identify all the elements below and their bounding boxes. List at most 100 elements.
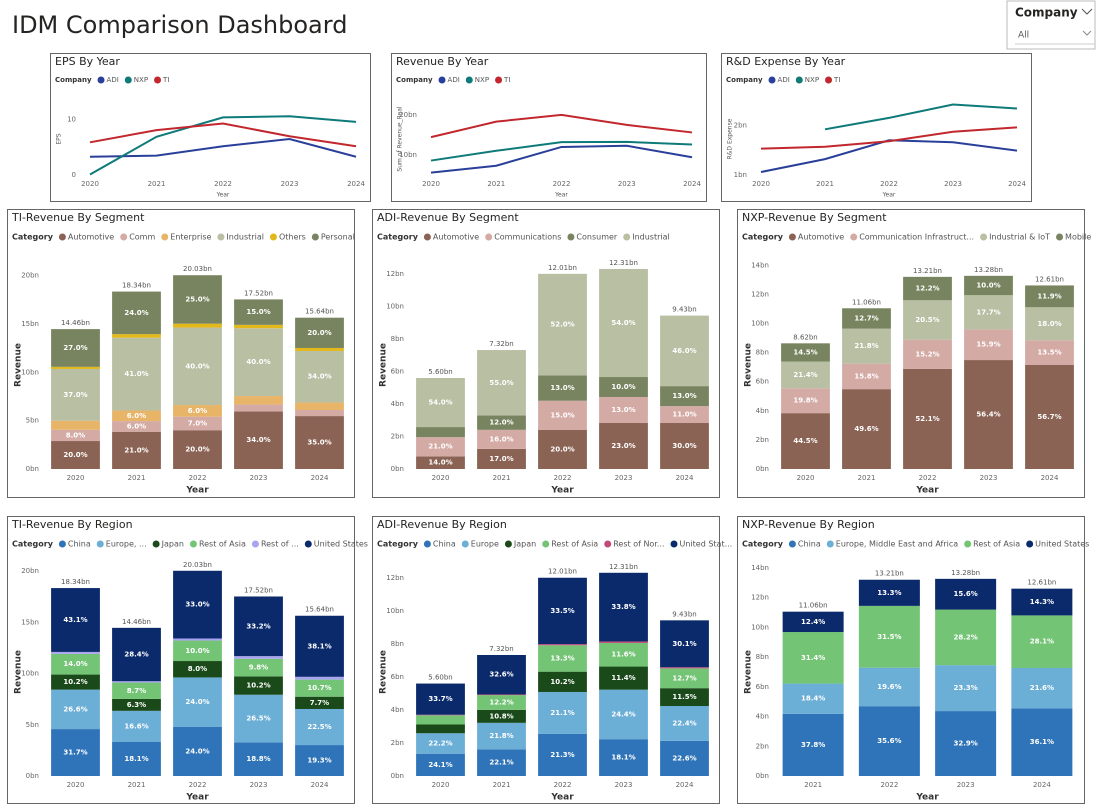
bar-segment: [660, 740, 709, 776]
bar-segment: [51, 441, 100, 469]
y-tick-label: 0: [72, 171, 76, 179]
x-tick-label: 2023: [957, 781, 975, 789]
legend-label: NXP: [475, 76, 489, 84]
slicer-chevron: [1081, 8, 1093, 15]
segment-label: 21.6%: [1030, 684, 1054, 692]
segment-label: 31.4%: [801, 654, 825, 662]
y-tick-label: 4bn: [756, 713, 769, 721]
segment-label: 18.4%: [801, 695, 825, 703]
segment-label: 11.5%: [672, 693, 696, 701]
segment-label: 52.0%: [550, 321, 574, 329]
bar-segment: [660, 386, 709, 407]
bar-segment: [903, 300, 952, 340]
bar-segment: [538, 645, 587, 672]
total-label: 12.31bn: [609, 259, 638, 267]
x-tick-label: 2021: [493, 474, 511, 482]
bar-segment: [416, 456, 465, 469]
x-tick-label: 2023: [250, 474, 268, 482]
segment-label: 21.0%: [124, 446, 148, 454]
segment-label: 9.8%: [249, 664, 268, 672]
y-tick-label: 10bn: [21, 670, 39, 678]
segment-label: 18.1%: [124, 755, 148, 763]
bar-segment: [599, 739, 648, 776]
x-tick-label: 2020: [752, 180, 770, 188]
x-tick-label: 2024: [347, 180, 365, 188]
x-tick-label: 2024: [311, 781, 329, 789]
bar-segment: [416, 715, 465, 725]
y-axis-title: Revenue: [379, 650, 389, 694]
legend-label: Comm: [129, 233, 155, 242]
bar-segment: [51, 368, 100, 421]
segment-label: 13.0%: [611, 406, 635, 414]
bar-segment: [935, 609, 997, 666]
bar-segment: [1011, 588, 1073, 616]
bar-segment: [416, 683, 465, 715]
bar-segment: [112, 291, 161, 335]
legend-title: Company: [396, 76, 433, 84]
bar-segment: [477, 722, 526, 750]
bar-segment: [112, 431, 161, 469]
slicer-box: [1006, 0, 1096, 50]
y-tick-label: 6bn: [756, 378, 769, 386]
bar-segment: [964, 329, 1013, 361]
x-tick-label: 2020: [67, 781, 85, 789]
chart-title: TI-Revenue By Segment: [11, 211, 145, 224]
bar-segment: [858, 706, 920, 776]
legend-marker: [485, 233, 493, 241]
segment-label: 19.6%: [877, 683, 901, 691]
segment-label: 49.6%: [854, 425, 878, 433]
segment-label: 7.0%: [188, 419, 207, 427]
segment-label: 8.7%: [127, 687, 146, 695]
bar-segment: [173, 726, 222, 776]
bar-segment: [660, 688, 709, 707]
segment-label: 15.2%: [915, 350, 939, 358]
legend-marker: [161, 233, 169, 241]
x-axis-title: Year: [915, 486, 939, 496]
bar-segment: [234, 694, 283, 743]
bar-segment: [660, 406, 709, 424]
legend-marker: [124, 76, 132, 84]
bar-segment: [1025, 307, 1074, 341]
segment-label: 43.1%: [63, 616, 87, 624]
x-axis-title: Year: [185, 486, 209, 496]
slicer[interactable]: Company All: [1006, 0, 1096, 50]
segment-label: 6.0%: [127, 412, 146, 420]
segment-label: 24.0%: [185, 698, 209, 706]
bar-segment: [51, 329, 100, 367]
total-label: 12.01bn: [548, 568, 577, 576]
segment-label: 15.8%: [854, 372, 878, 380]
y-tick-label: 0bn: [391, 772, 404, 780]
segment-label: 18.0%: [1037, 320, 1061, 328]
legend-marker: [964, 540, 972, 548]
segment-label: 20.5%: [915, 316, 939, 324]
bar-segment: [538, 375, 587, 401]
legend-label: China: [798, 540, 821, 549]
legend-title: Category: [742, 233, 784, 242]
slicer-value[interactable]: All: [1018, 31, 1029, 41]
segment-label: 52.1%: [915, 415, 939, 423]
bar-segment: [112, 334, 161, 338]
x-tick-label: 2020: [422, 180, 440, 188]
bar-segment: [1025, 285, 1074, 308]
x-tick-label: 2022: [214, 180, 232, 188]
bar-segment: [538, 577, 587, 645]
segment-label: 55.0%: [489, 379, 513, 387]
bar-segment: [112, 682, 161, 699]
legend-marker: [670, 540, 678, 548]
bar-segment: [234, 658, 283, 677]
legend-marker: [58, 233, 66, 241]
segment-label: 22.1%: [489, 759, 513, 767]
legend-title: Category: [12, 540, 54, 549]
legend-title: Company: [55, 76, 92, 84]
x-tick-label: 2023: [618, 180, 636, 188]
legend-title: Company: [726, 76, 763, 84]
bar-segment: [295, 745, 344, 776]
total-label: 13.28bn: [951, 569, 980, 577]
bar-segment: [416, 753, 465, 776]
total-label: 18.34bn: [61, 578, 90, 586]
x-tick-label: 2023: [250, 781, 268, 789]
bar-segment: [51, 420, 100, 430]
bar-segment: [112, 710, 161, 742]
legend-label: China: [68, 540, 91, 549]
segment-label: 11.4%: [611, 674, 635, 682]
